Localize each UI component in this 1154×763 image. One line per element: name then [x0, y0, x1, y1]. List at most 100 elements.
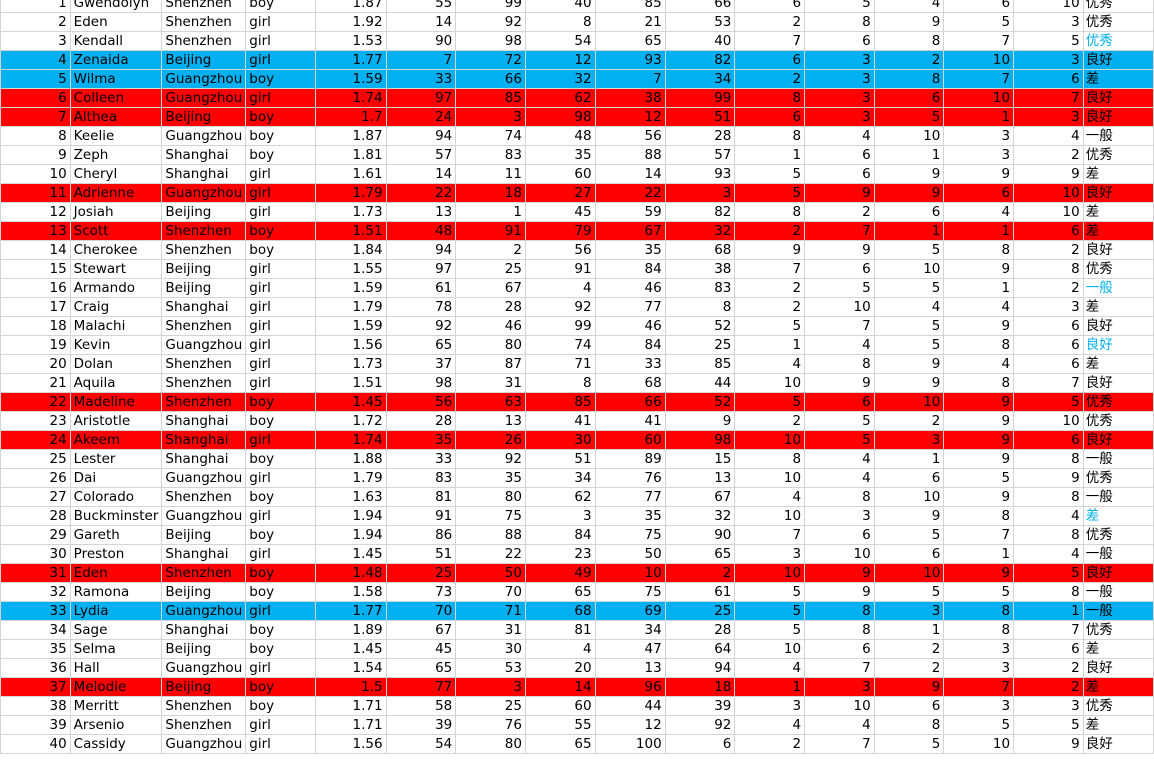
cell-score-3[interactable]: 79 [524, 221, 596, 241]
cell-name[interactable]: Eden [69, 12, 163, 32]
cell-height[interactable]: 1.79 [315, 297, 387, 317]
cell-grade[interactable]: 差 [1082, 164, 1154, 184]
cell-score-2[interactable]: 83 [455, 145, 526, 165]
cell-gender[interactable]: boy [245, 620, 317, 640]
cell-rating-4[interactable]: 5 [943, 12, 1015, 32]
cell-score-4[interactable]: 76 [594, 468, 666, 488]
cell-grade[interactable]: 良好 [1082, 335, 1154, 355]
cell-rating-3[interactable]: 9 [873, 677, 945, 697]
cell-score-5[interactable]: 28 [664, 126, 736, 146]
cell-height[interactable]: 1.58 [315, 582, 387, 602]
cell-rating-4[interactable]: 3 [943, 658, 1015, 678]
cell-score-5[interactable]: 39 [664, 696, 736, 716]
cell-city[interactable]: Shanghai [161, 449, 247, 469]
cell-rating-1[interactable]: 8 [734, 126, 806, 146]
cell-score-3[interactable]: 99 [524, 316, 596, 336]
cell-row-index[interactable]: 27 [0, 487, 71, 507]
cell-score-5[interactable]: 8 [664, 297, 736, 317]
cell-name[interactable]: Hall [69, 658, 163, 678]
cell-score-5[interactable]: 66 [664, 0, 736, 13]
cell-city[interactable]: Shanghai [161, 411, 247, 431]
cell-score-1[interactable]: 48 [385, 221, 457, 241]
cell-row-index[interactable]: 1 [0, 0, 71, 13]
table-row[interactable]: 30 Preston Shanghai girl 1.45 51 22 23 50 65 3 10 6 1… [0, 544, 1154, 564]
cell-gender[interactable]: girl [245, 316, 317, 336]
cell-rating-2[interactable]: 3 [804, 50, 875, 70]
cell-rating-2[interactable]: 9 [804, 183, 875, 203]
cell-score-3[interactable]: 84 [524, 525, 596, 545]
cell-rating-5[interactable]: 3 [1013, 297, 1084, 317]
cell-rating-2[interactable]: 6 [804, 145, 875, 165]
cell-row-index[interactable]: 11 [0, 183, 71, 203]
table-row[interactable]: 9 Zeph Shanghai boy 1.81 57 83 35 88 57 1 6 1 3 2 优秀 [0, 145, 1154, 165]
cell-rating-2[interactable]: 9 [804, 373, 875, 393]
cell-score-5[interactable]: 28 [664, 620, 736, 640]
cell-rating-5[interactable]: 1 [1013, 601, 1084, 621]
cell-score-3[interactable]: 12 [524, 50, 596, 70]
cell-rating-4[interactable]: 10 [943, 50, 1015, 70]
cell-score-2[interactable]: 53 [455, 658, 526, 678]
cell-score-3[interactable]: 27 [524, 183, 596, 203]
table-row[interactable]: 7 Althea Beijing boy 1.7 24 3 98 12 51 6 3 5 1 3 良好 [0, 107, 1154, 127]
cell-grade[interactable]: 优秀 [1082, 145, 1154, 165]
cell-rating-5[interactable]: 9 [1013, 734, 1084, 754]
cell-rating-2[interactable]: 8 [804, 620, 875, 640]
cell-rating-3[interactable]: 5 [873, 316, 945, 336]
cell-name[interactable]: Arsenio [69, 715, 163, 735]
cell-height[interactable]: 1.45 [315, 639, 387, 659]
table-row[interactable]: 12 Josiah Beijing girl 1.73 13 1 45 59 82 8 2 6 4 10 差 [0, 202, 1154, 222]
cell-row-index[interactable]: 30 [0, 544, 71, 564]
cell-score-5[interactable]: 83 [664, 278, 736, 298]
cell-score-2[interactable]: 46 [455, 316, 526, 336]
cell-rating-4[interactable]: 10 [943, 734, 1015, 754]
cell-rating-5[interactable]: 5 [1013, 715, 1084, 735]
cell-gender[interactable]: girl [245, 468, 317, 488]
cell-city[interactable]: Shenzhen [161, 696, 247, 716]
cell-score-1[interactable]: 7 [385, 50, 457, 70]
table-row[interactable]: 40 Cassidy Guangzhou girl 1.56 54 80 65 100 6 2 7 5 1… [0, 734, 1154, 754]
cell-rating-1[interactable]: 8 [734, 202, 806, 222]
cell-score-4[interactable]: 13 [594, 658, 666, 678]
cell-rating-2[interactable]: 4 [804, 449, 875, 469]
cell-gender[interactable]: boy [245, 0, 317, 13]
cell-rating-1[interactable]: 4 [734, 715, 806, 735]
cell-score-5[interactable]: 98 [664, 430, 736, 450]
cell-score-3[interactable]: 68 [524, 601, 596, 621]
cell-score-2[interactable]: 63 [455, 392, 526, 412]
cell-rating-1[interactable]: 1 [734, 335, 806, 355]
cell-score-5[interactable]: 51 [664, 107, 736, 127]
cell-city[interactable]: Guangzhou [161, 69, 247, 89]
cell-score-5[interactable]: 57 [664, 145, 736, 165]
cell-row-index[interactable]: 24 [0, 430, 71, 450]
cell-city[interactable]: Shenzhen [161, 354, 247, 374]
cell-grade[interactable]: 一般 [1082, 544, 1154, 564]
cell-rating-4[interactable]: 3 [943, 696, 1015, 716]
table-row[interactable]: 6 Colleen Guangzhou girl 1.74 97 85 62 38 99 8 3 6 10… [0, 88, 1154, 108]
cell-rating-4[interactable]: 6 [943, 0, 1015, 13]
cell-gender[interactable]: boy [245, 126, 317, 146]
cell-score-2[interactable]: 31 [455, 620, 526, 640]
cell-rating-4[interactable]: 7 [943, 69, 1015, 89]
cell-score-3[interactable]: 62 [524, 487, 596, 507]
cell-score-2[interactable]: 70 [455, 582, 526, 602]
cell-score-4[interactable]: 88 [594, 145, 666, 165]
cell-rating-3[interactable]: 1 [873, 145, 945, 165]
cell-score-1[interactable]: 67 [385, 620, 457, 640]
cell-rating-4[interactable]: 9 [943, 164, 1015, 184]
cell-score-2[interactable]: 71 [455, 601, 526, 621]
cell-rating-2[interactable]: 10 [804, 544, 875, 564]
cell-rating-1[interactable]: 7 [734, 525, 806, 545]
cell-rating-2[interactable]: 8 [804, 12, 875, 32]
cell-city[interactable]: Shanghai [161, 145, 247, 165]
cell-score-3[interactable]: 49 [524, 563, 596, 583]
cell-score-1[interactable]: 98 [385, 373, 457, 393]
cell-score-3[interactable]: 35 [524, 145, 596, 165]
cell-city[interactable]: Guangzhou [161, 468, 247, 488]
cell-height[interactable]: 1.61 [315, 164, 387, 184]
cell-row-index[interactable]: 40 [0, 734, 71, 754]
cell-city[interactable]: Shenzhen [161, 31, 247, 51]
cell-height[interactable]: 1.73 [315, 354, 387, 374]
cell-rating-5[interactable]: 10 [1013, 0, 1084, 13]
cell-score-2[interactable]: 2 [455, 240, 526, 260]
cell-rating-2[interactable]: 8 [804, 354, 875, 374]
